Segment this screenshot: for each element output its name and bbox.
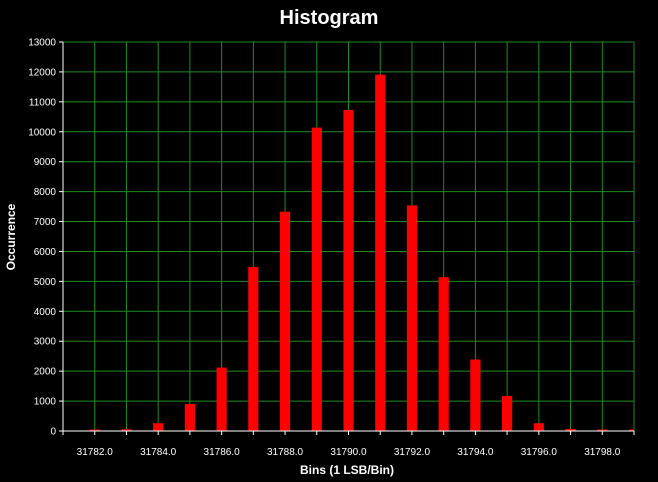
histogram-bar <box>216 367 227 431</box>
histogram-bar <box>597 429 608 431</box>
y-tick-label: 6000 <box>34 247 57 258</box>
y-tick-label: 10000 <box>28 127 56 138</box>
y-tick-label: 11000 <box>29 97 57 108</box>
histogram-bar <box>375 74 386 432</box>
y-tick-label: 0 <box>50 427 56 438</box>
histogram-bar <box>248 267 259 431</box>
histogram-bar <box>628 429 634 431</box>
x-tick-label: 31786.0 <box>204 447 241 458</box>
y-tick-label: 13000 <box>28 38 56 49</box>
x-tick-label: 31796.0 <box>521 447 558 458</box>
x-tick-label: 31790.0 <box>330 447 367 458</box>
chart-title: Histogram <box>280 7 379 29</box>
histogram-bar <box>89 429 100 431</box>
histogram-bar <box>311 127 322 431</box>
y-tick-label: 5000 <box>34 277 57 288</box>
histogram-bar <box>343 109 354 431</box>
y-tick-label: 12000 <box>28 67 56 78</box>
y-tick-label: 2000 <box>34 367 57 378</box>
histogram-bar <box>502 395 513 431</box>
histogram-bar <box>184 404 195 431</box>
x-tick-label: 31798.0 <box>584 447 621 458</box>
x-tick-label: 31784.0 <box>140 447 177 458</box>
x-axis-label: Bins (1 LSB/Bin) <box>300 463 394 477</box>
x-tick-labels: 31782.0 31784.0 31786.0 31788.0 31790.0 31792… <box>77 447 621 458</box>
histogram-bar <box>279 211 291 431</box>
bars <box>89 74 634 432</box>
y-tick-label: 1000 <box>34 397 57 408</box>
y-tick-label: 4000 <box>34 307 57 318</box>
y-tick-label: 8000 <box>34 187 57 198</box>
histogram-bar <box>153 423 164 431</box>
y-axis-label: Occurrence <box>4 203 18 270</box>
histogram-bar <box>565 428 576 431</box>
histogram-bar <box>438 277 449 431</box>
y-tick-label: 3000 <box>34 337 57 348</box>
y-tick-labels: 0 1000 2000 3000 4000 5000 6000 7000 8000 9000 100… <box>28 38 56 438</box>
y-tick-label: 7000 <box>34 217 57 228</box>
histogram-bar <box>470 359 481 431</box>
y-tick-label: 9000 <box>34 157 57 168</box>
x-tick-label: 31792.0 <box>394 447 431 458</box>
histogram-bar <box>406 205 418 431</box>
histogram-bar <box>121 429 132 431</box>
x-tick-label: 31782.0 <box>77 447 114 458</box>
x-tick-label: 31794.0 <box>457 447 494 458</box>
histogram-bar <box>533 423 544 431</box>
x-tick-label: 31788.0 <box>267 447 304 458</box>
axes <box>59 41 635 435</box>
